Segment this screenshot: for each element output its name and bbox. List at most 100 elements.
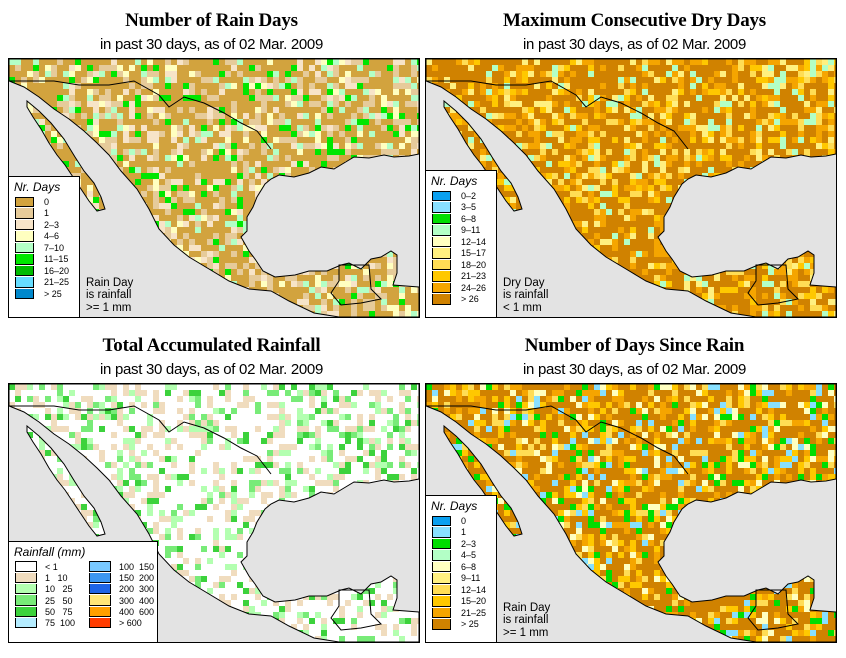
grid-cell [576,227,582,233]
grid-cell [381,113,387,119]
grid-cell [636,209,642,215]
grid-cell [684,125,690,131]
grid-cell [474,65,480,71]
grid-cell [225,149,231,155]
grid-cell [255,107,261,113]
grid-cell [690,113,696,119]
grid-cell [618,155,624,161]
grid-cell [267,143,273,149]
grid-cell [201,251,207,257]
grid-cell [600,119,606,125]
grid-cell [261,155,267,161]
grid-cell [105,71,111,77]
grid-cell [387,95,393,101]
grid-cell [201,233,207,239]
grid-cell [462,125,468,131]
grid-cell [666,95,672,101]
grid-cell [744,125,750,131]
grid-cell [207,131,213,137]
grid-cell [762,77,768,83]
grid-cell [249,179,255,185]
grid-cell [351,293,357,299]
grid-cell [219,155,225,161]
grid-cell [261,107,267,113]
grid-cell [774,77,780,83]
grid-cell [576,179,582,185]
grid-cell [117,89,123,95]
grid-cell [243,173,249,179]
grid-cell [822,113,828,119]
grid-cell [492,113,498,119]
grid-cell [75,77,81,83]
grid-cell [159,65,165,71]
grid-cell [564,167,570,173]
grid-cell [660,167,666,173]
grid-cell [582,95,588,101]
grid-cell [381,95,387,101]
grid-cell [636,65,642,71]
grid-cell [522,143,528,149]
grid-cell [297,71,303,77]
grid-cell [99,113,105,119]
grid-cell [564,191,570,197]
grid-cell [177,215,183,221]
grid-cell [810,101,816,107]
grid-cell [51,65,57,71]
grid-cell [528,113,534,119]
grid-cell [231,269,237,275]
grid-cell [450,107,456,113]
grid-cell [213,161,219,167]
grid-cell [702,89,708,95]
grid-cell [309,71,315,77]
grid-cell [744,155,750,161]
grid-cell [630,143,636,149]
grid-cell [279,59,285,65]
grid-cell [492,107,498,113]
grid-cell [450,65,456,71]
grid-cell [690,143,696,149]
grid-cell [225,155,231,161]
grid-cell [255,113,261,119]
grid-cell [738,59,744,65]
grid-cell [399,125,405,131]
grid-cell [756,95,762,101]
legend-label: > 25 [44,288,62,299]
grid-cell [564,125,570,131]
grid-cell [207,191,213,197]
grid-cell [273,125,279,131]
grid-cell [231,173,237,179]
grid-cell [504,71,510,77]
grid-cell [219,173,225,179]
grid-cell [774,59,780,65]
grid-cell [654,173,660,179]
grid-cell [702,149,708,155]
grid-cell [159,209,165,215]
grid-cell [624,83,630,89]
grid-cell [33,77,39,83]
grid-cell [333,119,339,125]
grid-cell [177,95,183,101]
grid-cell [345,95,351,101]
grid-cell [612,101,618,107]
grid-cell [774,89,780,95]
grid-cell [510,65,516,71]
grid-cell [273,137,279,143]
grid-cell [165,191,171,197]
grid-cell [516,95,522,101]
grid-cell [153,59,159,65]
grid-cell [720,89,726,95]
grid-cell [546,101,552,107]
grid-cell [285,89,291,95]
grid-cell [672,125,678,131]
grid-cell [207,107,213,113]
grid-cell [363,287,369,293]
grid-cell [600,71,606,77]
grid-cell [213,119,219,125]
grid-cell [762,113,768,119]
grid-cell [546,113,552,119]
grid-cell [756,89,762,95]
grid-cell [768,83,774,89]
grid-cell [267,161,273,167]
grid-cell [207,59,213,65]
grid-cell [255,167,261,173]
